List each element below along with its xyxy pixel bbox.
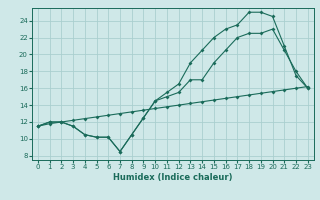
X-axis label: Humidex (Indice chaleur): Humidex (Indice chaleur) [113,173,233,182]
